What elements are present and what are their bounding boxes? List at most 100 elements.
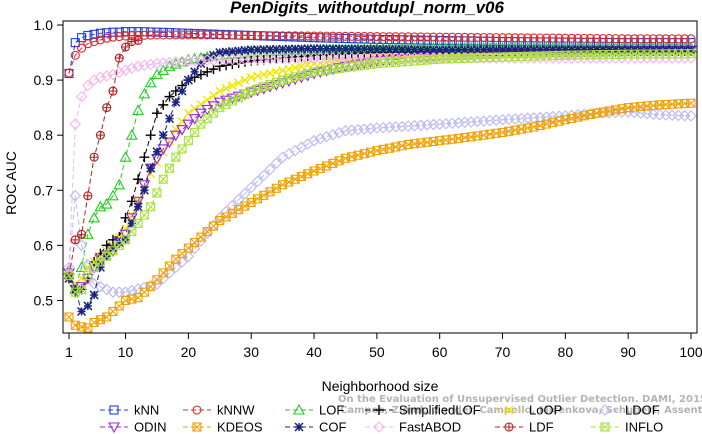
data-point xyxy=(94,71,107,84)
data-point xyxy=(163,267,176,279)
legend-label: kNNW xyxy=(217,403,255,418)
legend-marker xyxy=(192,422,202,432)
data-point xyxy=(221,30,231,40)
data-point xyxy=(491,45,501,55)
data-point xyxy=(416,32,426,42)
data-point xyxy=(510,33,520,43)
y-tick-label: 0.7 xyxy=(34,182,54,198)
legend-label: COF xyxy=(319,420,347,434)
legend-item-fastabod: FastABOD xyxy=(365,420,461,434)
data-point xyxy=(64,271,74,281)
data-point xyxy=(259,31,269,41)
legend-marker xyxy=(504,405,514,415)
data-point xyxy=(289,144,301,157)
data-point xyxy=(391,32,401,42)
data-point xyxy=(100,250,113,262)
data-point xyxy=(177,144,187,154)
data-point xyxy=(164,91,175,102)
data-point xyxy=(164,163,175,173)
y-tick-label: 0.5 xyxy=(34,292,54,308)
data-point xyxy=(113,66,126,79)
series-inflo xyxy=(64,49,696,297)
data-point xyxy=(182,250,195,263)
data-point xyxy=(95,262,105,272)
data-point xyxy=(340,31,350,41)
data-point xyxy=(585,45,596,55)
data-point xyxy=(144,76,157,88)
legend: kNN kNNW LOF SimplifiedLOF LoOP LDOF ODIN KDEOS… xyxy=(100,403,663,434)
data-point xyxy=(215,48,225,58)
data-point xyxy=(410,32,420,42)
data-point xyxy=(133,174,144,185)
data-point xyxy=(446,117,459,130)
legend-marker xyxy=(294,422,304,432)
data-point xyxy=(440,117,452,130)
data-point xyxy=(164,30,175,40)
data-point xyxy=(333,126,345,139)
data-point xyxy=(151,108,162,119)
series-ldf xyxy=(64,35,143,281)
data-point xyxy=(490,114,503,126)
data-point xyxy=(227,46,237,56)
data-point xyxy=(133,202,143,212)
data-point xyxy=(384,32,394,42)
legend-marker xyxy=(504,422,514,432)
data-point xyxy=(169,130,182,142)
data-point xyxy=(158,130,168,140)
data-point xyxy=(151,57,163,70)
y-tick-label: 0.6 xyxy=(34,237,54,253)
data-point xyxy=(94,280,107,293)
data-point xyxy=(391,44,401,54)
data-point xyxy=(221,83,231,93)
data-point xyxy=(176,256,188,268)
series-line xyxy=(68,111,692,293)
data-point xyxy=(144,58,157,71)
data-point xyxy=(81,273,94,285)
data-point xyxy=(240,30,250,40)
data-point xyxy=(270,157,283,170)
data-point xyxy=(435,45,445,55)
legend-label: FastABOD xyxy=(399,420,461,434)
data-point xyxy=(75,90,88,103)
legend-item-ldf: LDF xyxy=(495,420,554,434)
data-point xyxy=(245,181,257,194)
data-point xyxy=(259,45,269,55)
data-point xyxy=(320,130,333,143)
data-point xyxy=(686,98,696,108)
data-point xyxy=(278,31,288,41)
data-point xyxy=(139,152,150,163)
data-point xyxy=(485,45,495,55)
data-point xyxy=(133,218,143,228)
data-point xyxy=(353,31,363,41)
y-tick-label: 0.8 xyxy=(34,127,54,143)
x-tick-label: 80 xyxy=(558,344,574,360)
data-point xyxy=(177,86,187,96)
data-point xyxy=(227,30,237,40)
data-point xyxy=(327,128,339,141)
data-point xyxy=(95,35,105,45)
data-point xyxy=(163,137,176,149)
data-point xyxy=(296,31,307,41)
x-tick-label: 90 xyxy=(620,344,636,360)
data-point xyxy=(83,39,93,49)
data-point xyxy=(560,45,570,55)
data-point xyxy=(108,86,118,96)
data-point xyxy=(226,199,239,212)
data-point xyxy=(102,28,112,38)
series-lof xyxy=(63,42,697,294)
legend-item-odin: ODIN xyxy=(100,420,167,434)
data-point xyxy=(234,78,244,88)
x-tick-label: 100 xyxy=(679,344,702,360)
series-line xyxy=(68,53,692,293)
data-point xyxy=(479,45,489,55)
data-point xyxy=(102,33,112,43)
data-point xyxy=(139,185,149,195)
data-point xyxy=(114,238,124,248)
data-point xyxy=(152,188,162,198)
data-point xyxy=(284,31,294,41)
data-point xyxy=(452,117,465,129)
data-point xyxy=(102,103,112,113)
data-point xyxy=(309,44,319,54)
data-point xyxy=(347,34,357,44)
data-point xyxy=(334,31,344,41)
